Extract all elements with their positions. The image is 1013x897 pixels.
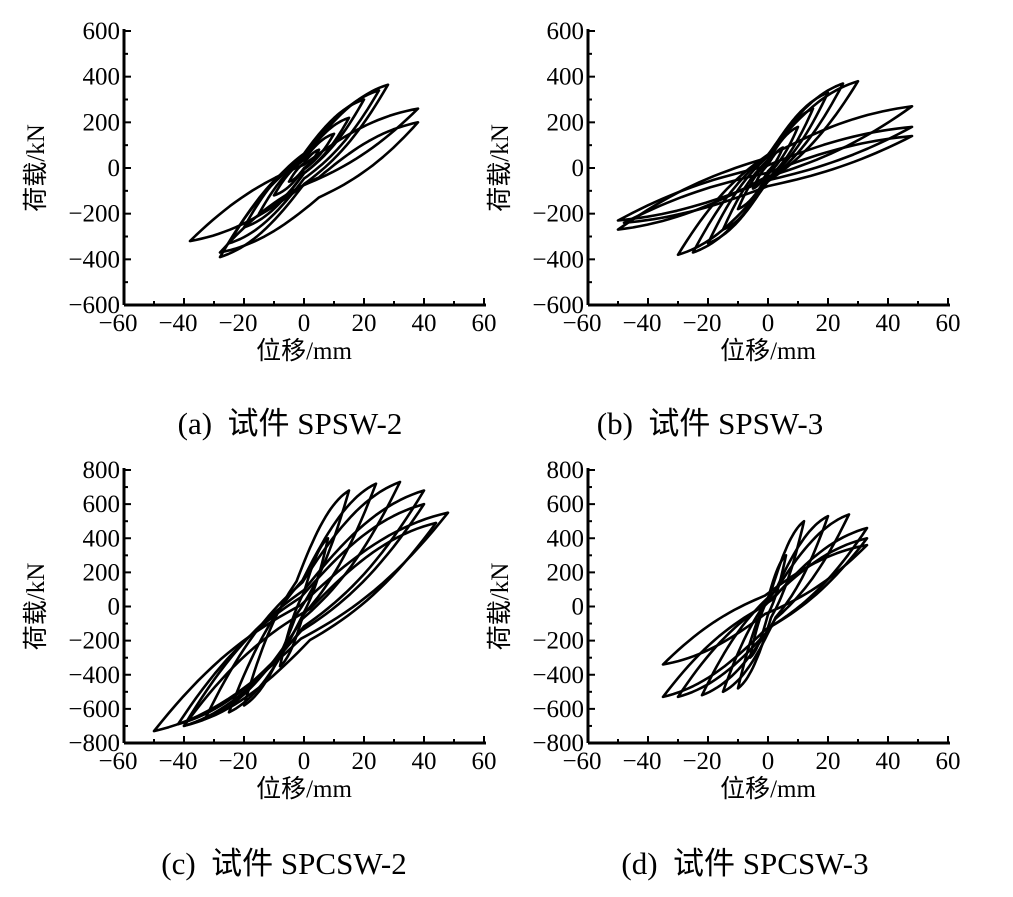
plot-c: −60 −40 −20 0 20 40 60−800−600−400−20002004006… <box>22 457 497 803</box>
y-tick-label: −800 <box>532 730 584 757</box>
subfigure-caption: (c) 试件 SPCSW-2 <box>161 846 407 881</box>
x-tick-label: 60 <box>472 748 497 775</box>
x-tick-label: 20 <box>816 748 841 775</box>
y-axis-label: 荷载/kN <box>22 563 50 651</box>
y-tick-label: 400 <box>83 525 121 552</box>
x-tick-label: 0 <box>762 310 775 337</box>
x-tick-label: −60 <box>562 748 601 775</box>
y-axis-label: 荷载/kN <box>22 124 50 212</box>
hysteresis-loop <box>622 134 914 225</box>
y-axis-label: 荷载/kN <box>486 124 514 212</box>
x-tick-label: 40 <box>412 310 437 337</box>
y-tick-label: −200 <box>532 628 584 655</box>
x-tick-label: −60 <box>562 310 601 337</box>
hysteresis-loop <box>218 83 390 259</box>
hysteresis-loop <box>218 121 420 254</box>
hysteresis-loop <box>721 107 815 231</box>
y-tick-label: 0 <box>108 155 121 182</box>
x-tick-label: 60 <box>472 310 497 337</box>
y-tick-label: 600 <box>83 491 121 518</box>
y-tick-label: 600 <box>547 491 585 518</box>
plot-d: −60 −40 −20 0 20 40 60−800−600−400−20002004006… <box>486 457 961 803</box>
subfigure-caption: (b) 试件 SPSW-3 <box>596 406 824 441</box>
hysteresis-loop <box>736 125 800 211</box>
y-tick-label: 200 <box>83 109 121 136</box>
x-tick-label: −60 <box>98 310 137 337</box>
y-tick-label: 600 <box>547 18 585 45</box>
y-axis-label: 荷载/kN <box>486 563 514 651</box>
x-tick-label: −60 <box>98 748 137 775</box>
hysteresis-loop <box>721 514 830 694</box>
x-axis-label: 位移/mm <box>720 337 816 365</box>
hysteresis-loop <box>188 107 420 243</box>
x-tick-label: −40 <box>622 748 661 775</box>
subfigure-caption: (d) 试件 SPCSW-3 <box>621 846 869 881</box>
hysteresis-loop <box>182 521 438 728</box>
x-tick-label: 60 <box>936 310 961 337</box>
hysteresis-loop <box>616 125 914 222</box>
hysteresis-loop <box>152 511 450 733</box>
y-tick-label: −400 <box>532 246 584 273</box>
x-tick-label: 40 <box>876 310 901 337</box>
y-tick-label: 200 <box>547 109 585 136</box>
x-tick-label: −40 <box>622 310 661 337</box>
x-tick-label: 0 <box>298 748 311 775</box>
y-tick-label: 0 <box>572 155 585 182</box>
x-tick-label: 20 <box>352 310 377 337</box>
x-tick-label: −20 <box>218 310 257 337</box>
y-tick-label: 600 <box>83 18 121 45</box>
y-tick-label: −400 <box>68 662 120 689</box>
y-tick-label: −400 <box>68 246 120 273</box>
plot-a: −60 −40 −20 0 20 40 60−600−400−2000200400600荷载… <box>22 18 497 365</box>
subfigure-caption: (a) 试件 SPSW-2 <box>177 406 403 441</box>
x-tick-label: −40 <box>158 748 197 775</box>
y-tick-label: 0 <box>572 594 585 621</box>
plot-b: −60 −40 −20 0 20 40 60−600−400−2000200400600荷载… <box>486 18 961 365</box>
x-tick-label: −20 <box>682 310 721 337</box>
y-tick-label: −200 <box>68 628 120 655</box>
y-tick-label: −200 <box>532 201 584 228</box>
x-tick-label: 20 <box>816 310 841 337</box>
y-tick-label: 200 <box>83 559 121 586</box>
y-tick-label: −600 <box>532 292 584 319</box>
hysteresis-loop <box>661 543 869 666</box>
y-tick-label: −600 <box>68 292 120 319</box>
x-tick-label: 0 <box>762 748 775 775</box>
y-tick-label: 400 <box>83 64 121 91</box>
x-tick-label: −20 <box>682 748 721 775</box>
y-tick-label: 200 <box>547 559 585 586</box>
x-tick-label: 40 <box>412 748 437 775</box>
y-tick-label: 400 <box>547 64 585 91</box>
x-tick-label: −40 <box>158 310 197 337</box>
x-tick-label: 0 <box>298 310 311 337</box>
y-tick-label: −800 <box>68 730 120 757</box>
x-tick-label: −20 <box>218 748 257 775</box>
y-tick-label: −600 <box>532 696 584 723</box>
y-tick-label: 400 <box>547 525 585 552</box>
hysteresis-loop <box>616 105 914 231</box>
hysteresis-loop <box>661 537 869 699</box>
y-tick-label: 800 <box>547 457 585 484</box>
y-tick-label: −600 <box>68 696 120 723</box>
y-tick-label: −200 <box>68 201 120 228</box>
hysteresis-loop <box>676 526 869 699</box>
y-tick-label: 800 <box>83 457 121 484</box>
y-tick-label: −400 <box>532 662 584 689</box>
x-axis-label: 位移/mm <box>720 775 816 803</box>
x-tick-label: 20 <box>352 748 377 775</box>
x-axis-label: 位移/mm <box>256 337 352 365</box>
hysteresis-loop <box>676 79 860 257</box>
x-tick-label: 40 <box>876 748 901 775</box>
x-tick-label: 60 <box>936 748 961 775</box>
y-tick-label: 0 <box>108 594 121 621</box>
x-axis-label: 位移/mm <box>256 775 352 803</box>
